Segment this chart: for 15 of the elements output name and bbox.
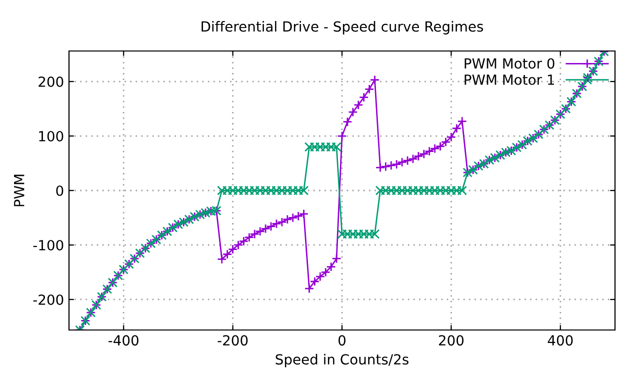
legend-label: PWM Motor 0: [464, 58, 554, 69]
y-tick-label: 0: [56, 185, 64, 196]
y-tick-label: 100: [39, 130, 64, 142]
x-tick-label: 0: [338, 335, 346, 346]
x-tick-label: 400: [548, 335, 573, 346]
x-tick-label: 200: [438, 335, 464, 346]
x-axis-title: Speed in Counts/2s: [276, 354, 408, 368]
x-tick-label: -400: [108, 335, 138, 346]
x-tick-label: -200: [218, 335, 248, 346]
y-tick-label: 200: [38, 76, 64, 87]
y-tick-label: -200: [33, 294, 64, 305]
y-axis-title: PWM: [14, 174, 24, 206]
y-tick-label: -100: [33, 240, 64, 250]
chart-title: Differential Drive - Speed curve Regimes: [202, 21, 484, 34]
legend-label: PWM Motor 1: [464, 74, 554, 85]
